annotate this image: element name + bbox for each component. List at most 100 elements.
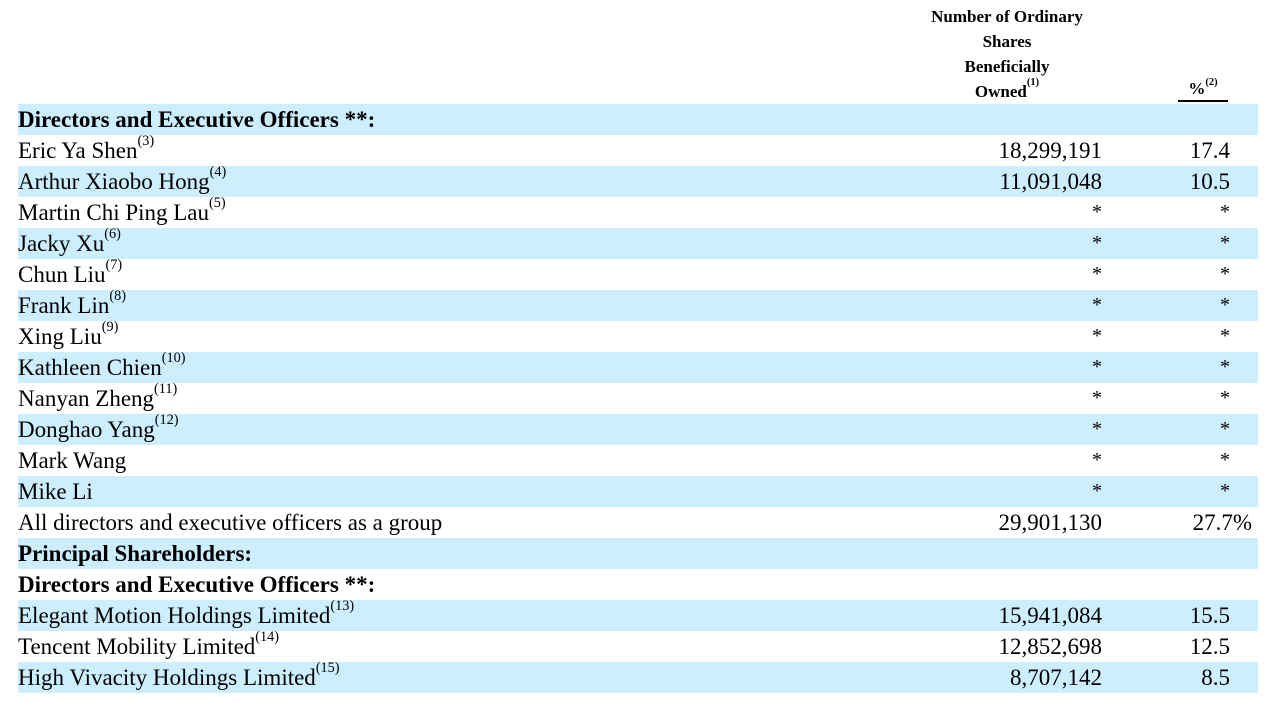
holder-name: Mark Wang — [18, 445, 126, 476]
table-row: Tencent Mobility Limited(14) 12,852,698 12… — [18, 629, 1258, 662]
shares-owned-cell: 12,852,698 — [998, 634, 1103, 659]
holder-name: Arthur Xiaobo Hong(4) — [18, 164, 227, 197]
shares-owned-cell: 18,299,191 — [998, 138, 1103, 163]
footnote-ref: (14) — [255, 629, 280, 645]
percent-cell: * — [1220, 232, 1230, 254]
holder-name-text: Mark Wang — [18, 448, 127, 473]
shares-owned-cell: * — [1092, 325, 1102, 347]
table-row: Mike Li * * — [18, 476, 1258, 507]
footnote-ref: (3) — [137, 133, 155, 149]
holder-name-text: Eric Ya Shen — [18, 138, 138, 163]
holder-name-text: Tencent Mobility Limited — [18, 634, 256, 659]
section-heading: Directors and Executive Officers **: — [18, 569, 375, 600]
holder-name-text: Donghao Yang — [18, 417, 155, 442]
holder-name: High Vivacity Holdings Limited(15) — [18, 660, 340, 693]
holder-name-text: Arthur Xiaobo Hong — [18, 169, 210, 194]
percent-column-header: %(2) — [1178, 77, 1228, 102]
table-header: Number of Ordinary Shares Beneficially O… — [18, 0, 1258, 107]
percent-cell: * — [1220, 449, 1230, 471]
holder-name-text: Principal Shareholders: — [18, 541, 253, 566]
footnote-ref: (7) — [105, 257, 123, 273]
holder-name: Chun Liu(7) — [18, 257, 123, 290]
holder-name: Nanyan Zheng(11) — [18, 382, 177, 414]
shares-column-header: Number of Ordinary Shares Beneficially O… — [912, 4, 1102, 107]
table-row: Kathleen Chien(10) * * — [18, 350, 1258, 383]
holder-name-text: Elegant Motion Holdings Limited — [18, 603, 331, 628]
holder-name-text: Kathleen Chien — [18, 355, 162, 380]
table-row: Eric Ya Shen(3) 18,299,191 17.4 — [18, 133, 1258, 166]
percent-cell: * — [1220, 418, 1230, 440]
footnote-ref: (10) — [161, 350, 186, 366]
holder-name-text: Martin Chi Ping Lau — [18, 200, 210, 225]
holder-name-text: High Vivacity Holdings Limited — [18, 665, 316, 690]
holder-name-text: Xing Liu — [18, 324, 102, 349]
holder-name: Eric Ya Shen(3) — [18, 133, 155, 166]
section-heading-row: Directors and Executive Officers **: — [18, 104, 1258, 135]
shares-owned-cell: * — [1092, 263, 1102, 285]
footnote-ref: (9) — [101, 319, 119, 335]
percent-header-label: % — [1188, 79, 1206, 98]
footnote-ref: (8) — [109, 288, 126, 304]
holder-name: Martin Chi Ping Lau(5) — [18, 195, 226, 228]
table-row: Mark Wang * * — [18, 445, 1258, 476]
footnote-ref: (6) — [104, 226, 121, 242]
holder-name: Jacky Xu(6) — [18, 226, 121, 259]
footnote-ref: (4) — [209, 164, 227, 180]
table-row: All directors and executive officers as … — [18, 507, 1258, 538]
shares-owned-cell: * — [1092, 294, 1102, 316]
holder-name: Mike Li — [18, 476, 93, 507]
holder-name-text: Mike Li — [18, 479, 93, 504]
percent-cell: 10.5 — [1189, 169, 1230, 194]
section-heading-row: Principal Shareholders: — [18, 538, 1258, 569]
percent-cell: * — [1220, 356, 1230, 378]
holder-name: Donghao Yang(12) — [18, 412, 179, 445]
percent-cell: * — [1220, 387, 1230, 409]
holder-name-text: All directors and executive officers as … — [18, 510, 443, 535]
table-row: Martin Chi Ping Lau(5) * * — [18, 195, 1258, 228]
percent-cell: 12.5 — [1189, 634, 1230, 659]
table-row: Donghao Yang(12) * * — [18, 412, 1258, 445]
shares-header-footnote: (1) — [1026, 77, 1040, 88]
percent-cell: * — [1220, 294, 1230, 316]
percent-cell: 15.5 — [1189, 603, 1230, 628]
table-row: Nanyan Zheng(11) * * — [18, 382, 1258, 414]
percent-cell: 8.5 — [1201, 665, 1230, 690]
footnote-ref: (15) — [315, 660, 340, 676]
percent-cell: 27.7% — [1192, 510, 1252, 535]
shares-owned-cell: * — [1092, 480, 1102, 502]
holder-name: Kathleen Chien(10) — [18, 350, 186, 383]
holder-name: Xing Liu(9) — [18, 319, 119, 352]
percent-cell: * — [1220, 480, 1230, 502]
percent-cell: 17.4 — [1189, 138, 1230, 163]
shares-owned-cell: 8,707,142 — [1010, 665, 1102, 690]
shares-owned-cell: * — [1092, 387, 1102, 409]
section-heading-row: Directors and Executive Officers **: — [18, 569, 1258, 600]
holder-name: All directors and executive officers as … — [18, 507, 442, 538]
shares-header-line: Beneficially — [964, 57, 1050, 76]
shares-owned-cell: 15,941,084 — [998, 603, 1103, 628]
footnote-ref: (5) — [209, 195, 226, 211]
percent-header-footnote: (2) — [1205, 77, 1218, 88]
shares-header-line: Number of Ordinary — [931, 7, 1083, 26]
table-row: Xing Liu(9) * * — [18, 319, 1258, 352]
table-row: Frank Lin(8) * * — [18, 288, 1258, 321]
footnote-ref: (12) — [154, 412, 179, 428]
table-row: High Vivacity Holdings Limited(15) 8,707,… — [18, 660, 1258, 693]
shares-owned-cell: 29,901,130 — [998, 510, 1103, 535]
shares-header-line: Shares — [982, 32, 1032, 51]
percent-header-underline — [1178, 100, 1228, 102]
percent-cell: * — [1220, 201, 1230, 223]
holder-name: Frank Lin(8) — [18, 288, 126, 321]
ownership-table: Number of Ordinary Shares Beneficially O… — [18, 0, 1258, 693]
table-body: Directors and Executive Officers **: Eric… — [18, 104, 1258, 693]
shares-owned-cell: * — [1092, 356, 1102, 378]
holder-name: Elegant Motion Holdings Limited(13) — [18, 599, 354, 631]
holder-name-text: Directors and Executive Officers **: — [18, 107, 376, 132]
shares-owned-cell: * — [1092, 232, 1102, 254]
shares-owned-cell: * — [1092, 201, 1102, 223]
holder-name-text: Nanyan Zheng — [18, 386, 155, 411]
table-row: Arthur Xiaobo Hong(4) 11,091,048 10.5 — [18, 164, 1258, 197]
holder-name-text: Frank Lin — [18, 293, 110, 318]
percent-cell: * — [1220, 325, 1230, 347]
holder-name-text: Directors and Executive Officers **: — [18, 572, 376, 597]
